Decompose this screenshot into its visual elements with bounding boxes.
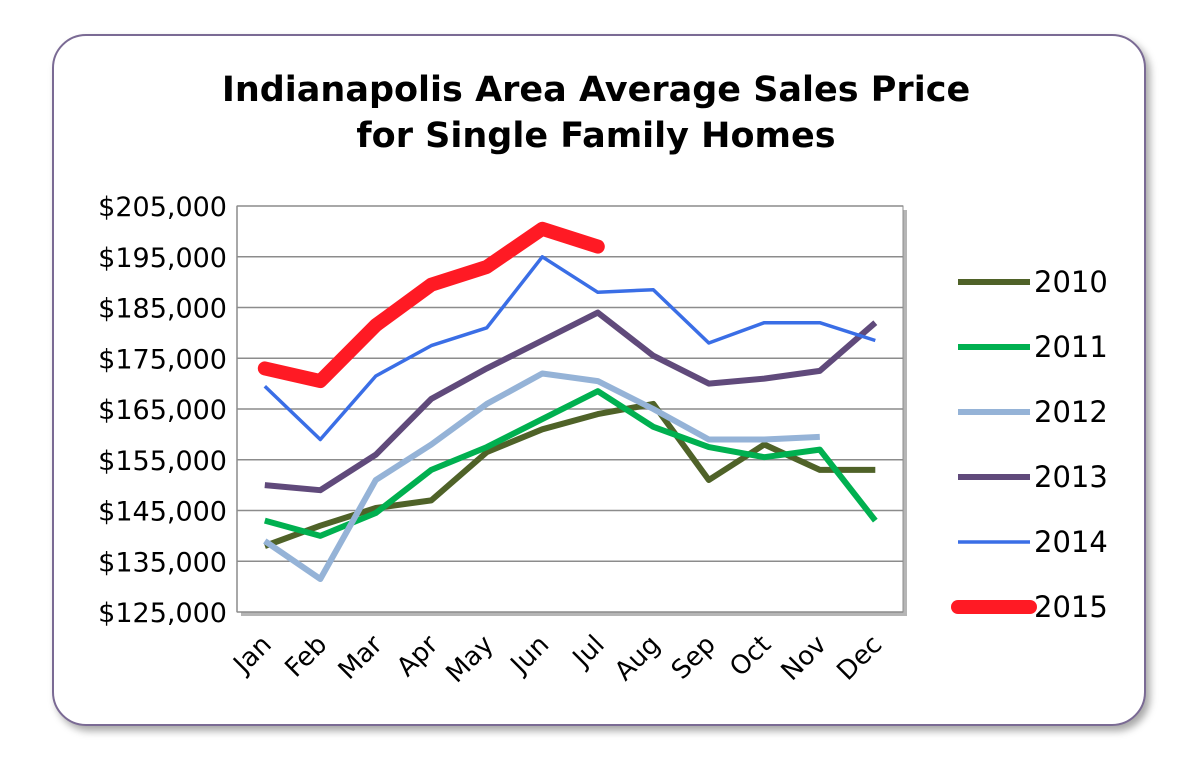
y-tick-label: $135,000 [98,547,227,578]
series-line-2015 [257,221,605,389]
series-line-2011 [264,388,878,539]
y-tick-label: $125,000 [98,598,227,629]
chart-title: Indianapolis Area Average Sales Price [222,70,970,110]
legend-label-2013: 2013 [1034,460,1108,494]
series-line-2012 [263,370,820,582]
y-tick-label: $145,000 [98,497,227,528]
y-tick-label: $205,000 [98,192,227,223]
x-tick-label: Sep [666,630,722,686]
series-line-2013 [264,309,878,494]
series-line-2010 [263,400,876,549]
x-tick-label: Aug [609,630,666,687]
series-lines [257,221,878,582]
y-tick-label: $185,000 [98,294,227,325]
x-tick-label: Nov [776,630,833,687]
y-tick-label: $165,000 [98,395,227,426]
x-tick-label: Jun [504,630,555,681]
x-tick-label: Oct [724,630,777,683]
x-tick-label: Jul [566,630,611,675]
x-tick-label: Apr [391,630,444,683]
x-tick-label: Feb [279,630,333,684]
x-tick-label: Dec [831,630,888,687]
legend-label-2011: 2011 [1034,330,1108,364]
y-tick-label: $175,000 [98,344,227,375]
x-tick-label: May [440,630,499,689]
legend-label-2015: 2015 [1034,590,1108,624]
x-tick-label: Mar [333,630,389,686]
x-tick-label: Jan [227,630,278,681]
y-tick-label: $195,000 [98,243,227,274]
legend-label-2010: 2010 [1034,265,1108,299]
series-line-2014 [263,255,876,442]
legend: 2010 2011 2012 2013 2014 2015 [951,265,1108,624]
y-tick-label: $155,000 [98,446,227,477]
legend-label-2014: 2014 [1034,525,1108,559]
legend-label-2012: 2012 [1034,395,1108,429]
chart-subtitle: for Single Family Homes [356,116,835,156]
gridlines [237,205,903,613]
y-axis: $125,000 $135,000 $145,000 $155,000 $165,000… [98,192,238,629]
